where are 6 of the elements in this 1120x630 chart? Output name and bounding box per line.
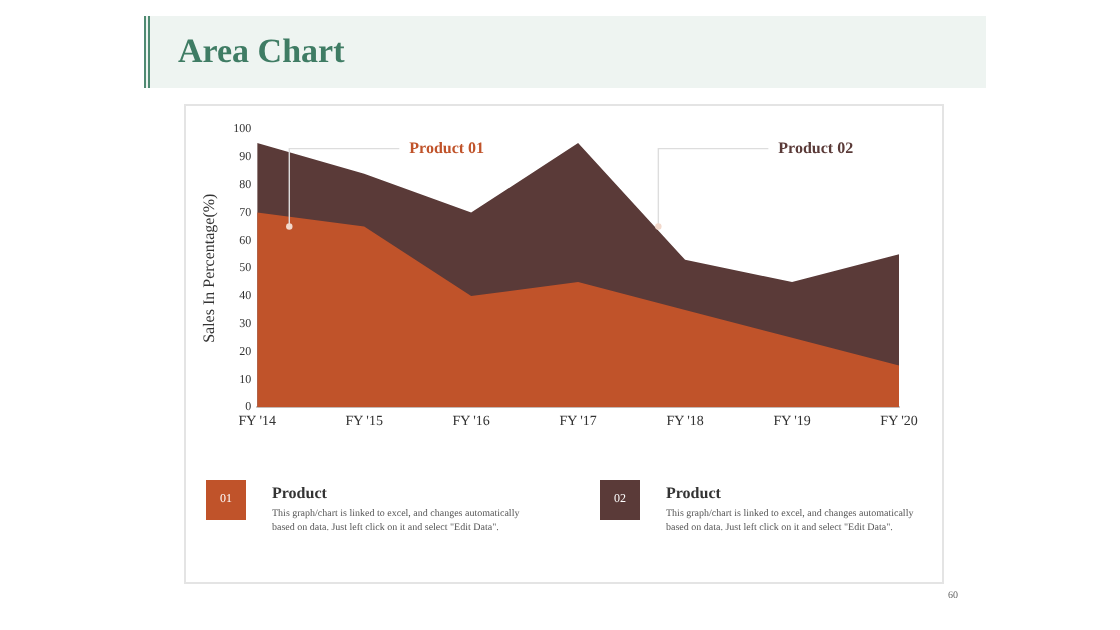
chart-title: Area Chart — [150, 16, 986, 88]
text: Product 01 — [409, 138, 485, 157]
text: Product 02 — [778, 138, 854, 157]
y-axis-title: Sales In Percentage(%) — [199, 192, 218, 343]
text: Product — [666, 484, 721, 502]
text: Product — [272, 484, 327, 502]
